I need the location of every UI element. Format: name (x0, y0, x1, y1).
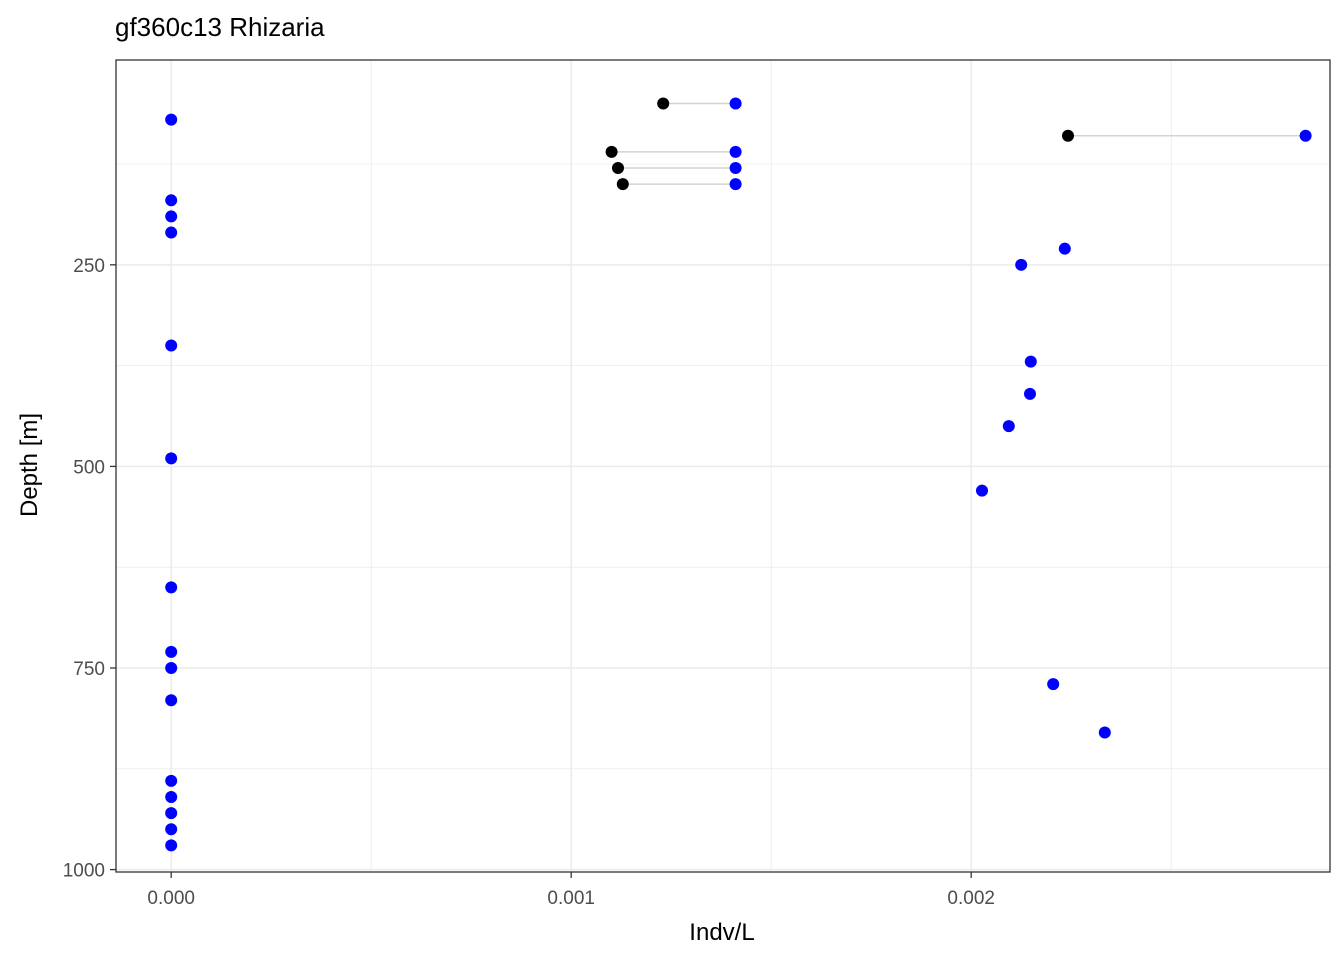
black-data-point (612, 162, 624, 175)
blue-data-point (1024, 387, 1036, 400)
black-data-point (657, 97, 670, 110)
blue-data-point (1002, 420, 1015, 433)
blue-data-point (165, 823, 178, 836)
blue-data-point (1299, 129, 1312, 142)
blue-data-point (165, 661, 178, 674)
blue-data-point (165, 645, 178, 658)
y-tick-label: 750 (73, 659, 105, 680)
x-tick-label: 0.002 (947, 888, 995, 909)
blue-data-point (729, 145, 742, 158)
x-tick-label: 0.001 (547, 888, 595, 909)
blue-data-point (165, 807, 178, 820)
blue-data-point (165, 581, 178, 594)
blue-data-point (729, 178, 742, 191)
x-axis-ticks: 0.000 0.001 0.002 (147, 872, 995, 909)
blue-data-point (976, 484, 988, 497)
y-tick-label: 250 (73, 256, 105, 277)
black-data-point (605, 145, 618, 158)
blue-data-point (165, 839, 178, 852)
blue-data-point (1047, 678, 1060, 691)
blue-data-point (165, 339, 178, 352)
major-gridlines (116, 60, 1330, 872)
black-data-point (1062, 129, 1074, 142)
blue-data-point (729, 97, 742, 110)
data-points (165, 97, 1312, 852)
y-tick-label: 1000 (63, 861, 105, 882)
minor-gridlines (116, 60, 1330, 872)
x-tick-label: 0.000 (147, 888, 195, 909)
blue-data-point (165, 113, 178, 126)
y-axis-ticks: 250 500 750 1000 (63, 256, 116, 882)
black-data-point (616, 178, 629, 191)
blue-data-point (165, 791, 178, 804)
blue-data-point (1024, 355, 1037, 368)
connector-segments (611, 102, 1306, 185)
blue-data-point (1015, 258, 1028, 271)
y-axis-title: Depth [m] (16, 413, 43, 517)
blue-data-point (729, 162, 742, 175)
blue-data-point (165, 774, 178, 787)
chart-title: gf360c13 Rhizaria (115, 12, 325, 42)
x-axis-title: Indv/L (689, 919, 754, 946)
blue-data-point (165, 694, 178, 707)
y-tick-label: 500 (73, 457, 105, 478)
blue-data-point (1098, 726, 1111, 739)
blue-data-point (165, 194, 178, 207)
blue-data-point (165, 210, 178, 223)
blue-data-point (165, 452, 178, 465)
blue-data-point (165, 226, 178, 239)
blue-data-point (1058, 242, 1071, 255)
